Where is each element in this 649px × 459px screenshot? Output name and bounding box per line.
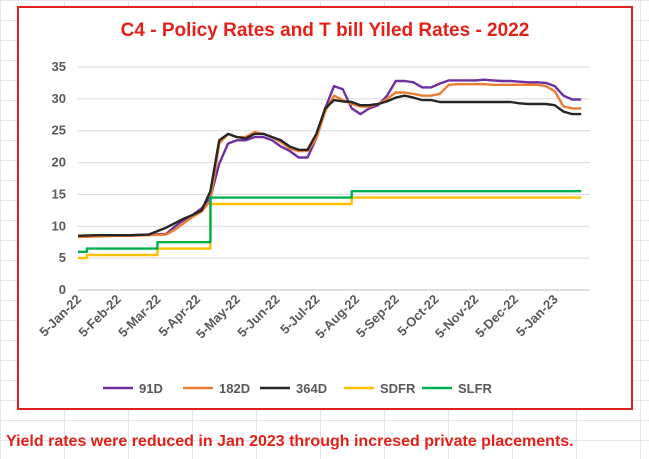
y-tick-label: 20	[52, 155, 66, 170]
y-axis-ticks: 0 5 10 15 20 25 30 35	[52, 59, 66, 297]
x-tick-label: 5-May-22	[193, 292, 243, 342]
series-line-182d	[77, 82, 582, 239]
x-tick-label: 5-Feb-22	[75, 292, 123, 340]
y-tick-label: 30	[52, 91, 66, 106]
legend-label-sdfr: SDFR	[380, 381, 416, 396]
legend-label-182d: 182D	[219, 381, 250, 396]
x-tick-label: 5-Jun-22	[234, 292, 282, 340]
y-tick-label: 0	[59, 282, 66, 297]
x-tick-label: 5-Mar-22	[115, 292, 163, 340]
x-axis-ticks: 5-Jan-225-Feb-225-Mar-225-Apr-225-May-22…	[36, 292, 561, 342]
y-tick-label: 10	[52, 218, 66, 233]
chart-title: C4 - Policy Rates and T bill Yiled Rates…	[120, 20, 530, 41]
x-tick-label: 5-Jan-22	[36, 292, 84, 340]
footnote: Yield rates were reduced in Jan 2023 thr…	[6, 433, 574, 450]
chart-frame	[17, 6, 633, 410]
legend-label-slfr: SLFR	[458, 381, 493, 396]
x-tick-label: 5-Jan-23	[513, 292, 561, 340]
y-tick-label: 5	[59, 250, 66, 265]
legend-label-91d: 91D	[139, 381, 163, 396]
legend: 91D 182D 364D SDFR SLFR	[103, 381, 493, 396]
series-lines	[77, 78, 582, 260]
series-line-sdfr	[78, 196, 582, 260]
gridlines	[78, 66, 590, 291]
y-tick-label: 15	[52, 186, 66, 201]
series-line-364d	[77, 94, 582, 237]
y-tick-label: 35	[52, 59, 66, 74]
x-tick-label: 5-Dec-22	[472, 292, 521, 341]
x-tick-label: 5-Aug-22	[312, 292, 362, 342]
series-line-slfr	[78, 189, 582, 254]
y-tick-label: 25	[52, 123, 66, 138]
x-tick-label: 5-Nov-22	[432, 292, 481, 341]
legend-label-364d: 364D	[296, 381, 327, 396]
x-tick-label: 5-Sep-22	[353, 292, 402, 341]
